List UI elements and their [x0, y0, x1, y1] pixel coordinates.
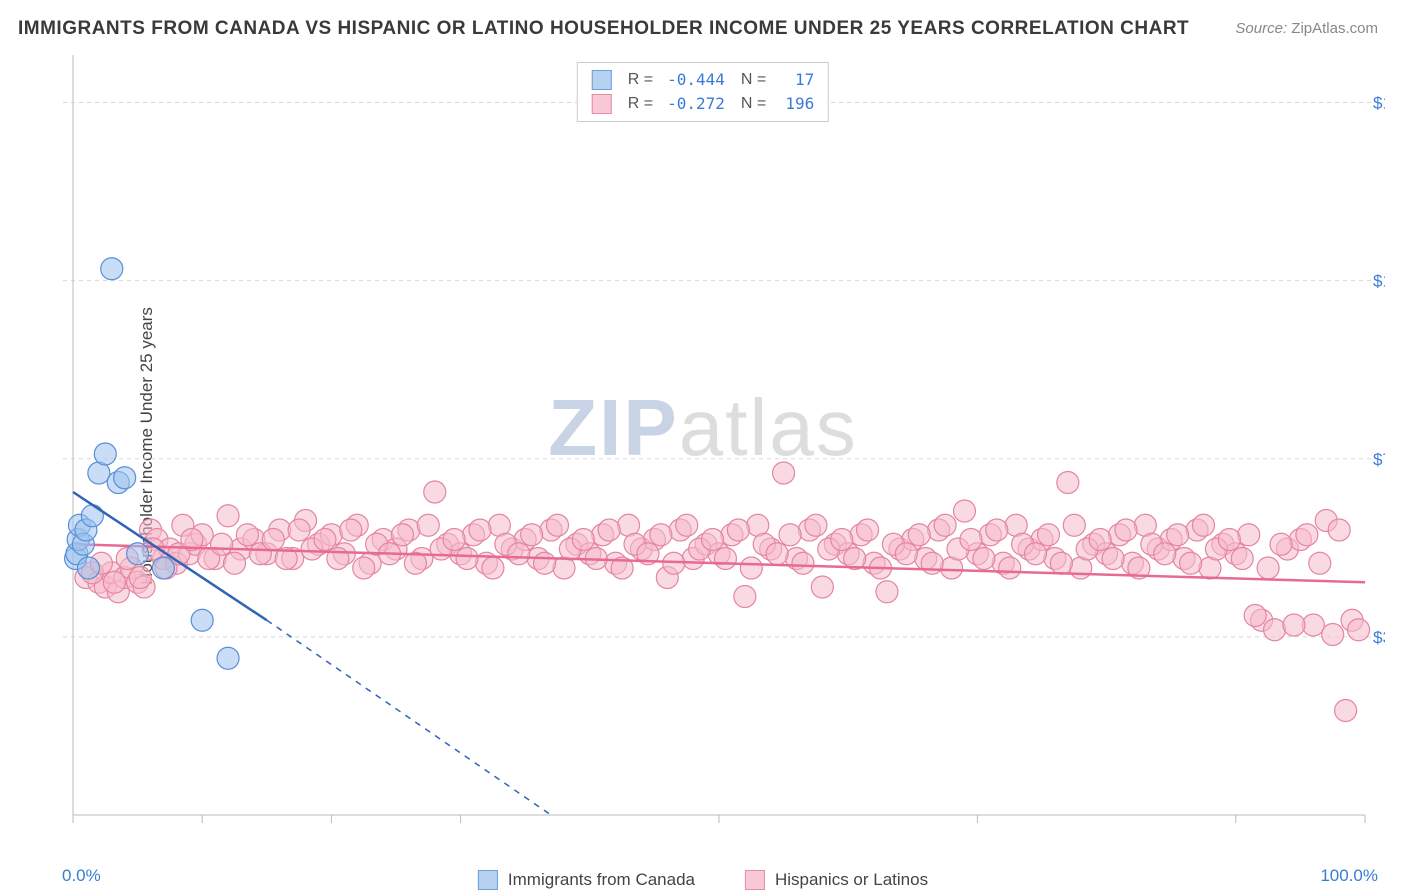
r-value-pink: -0.272 [667, 92, 725, 116]
r-value-blue: -0.444 [667, 68, 725, 92]
legend-swatch-blue [478, 870, 498, 890]
legend-item-hispanic: Hispanics or Latinos [745, 870, 928, 890]
legend-label-hispanic: Hispanics or Latinos [775, 870, 928, 890]
chart-area: $37,500 $75,000 $112,500 $150,000 [55, 55, 1385, 845]
r-label: R = [628, 92, 653, 116]
scatter-chart: $37,500 $75,000 $112,500 $150,000 [55, 55, 1385, 845]
legend-swatch-pink [745, 870, 765, 890]
svg-text:$37,500: $37,500 [1373, 628, 1385, 647]
n-value-pink: 196 [780, 92, 814, 116]
r-label: R = [628, 68, 653, 92]
legend-item-canada: Immigrants from Canada [478, 870, 695, 890]
legend-row-pink: R = -0.272 N = 196 [592, 92, 814, 116]
legend-correlation: R = -0.444 N = 17 R = -0.272 N = 196 [577, 62, 829, 122]
svg-text:$112,500: $112,500 [1373, 272, 1385, 291]
x-axis-min-label: 0.0% [62, 866, 101, 886]
source-label: Source: [1235, 20, 1287, 37]
source-attribution: Source: ZipAtlas.com [1235, 20, 1378, 37]
n-value-blue: 17 [780, 68, 814, 92]
legend-label-canada: Immigrants from Canada [508, 870, 695, 890]
legend-series: Immigrants from Canada Hispanics or Lati… [478, 870, 928, 890]
n-label: N = [741, 68, 766, 92]
n-label: N = [741, 92, 766, 116]
source-value: ZipAtlas.com [1291, 20, 1378, 37]
legend-row-blue: R = -0.444 N = 17 [592, 68, 814, 92]
legend-swatch-pink [592, 94, 612, 114]
legend-swatch-blue [592, 70, 612, 90]
svg-text:$75,000: $75,000 [1373, 450, 1385, 469]
chart-title: IMMIGRANTS FROM CANADA VS HISPANIC OR LA… [18, 18, 1189, 40]
x-axis-max-label: 100.0% [1320, 866, 1378, 886]
svg-text:$150,000: $150,000 [1373, 94, 1385, 113]
